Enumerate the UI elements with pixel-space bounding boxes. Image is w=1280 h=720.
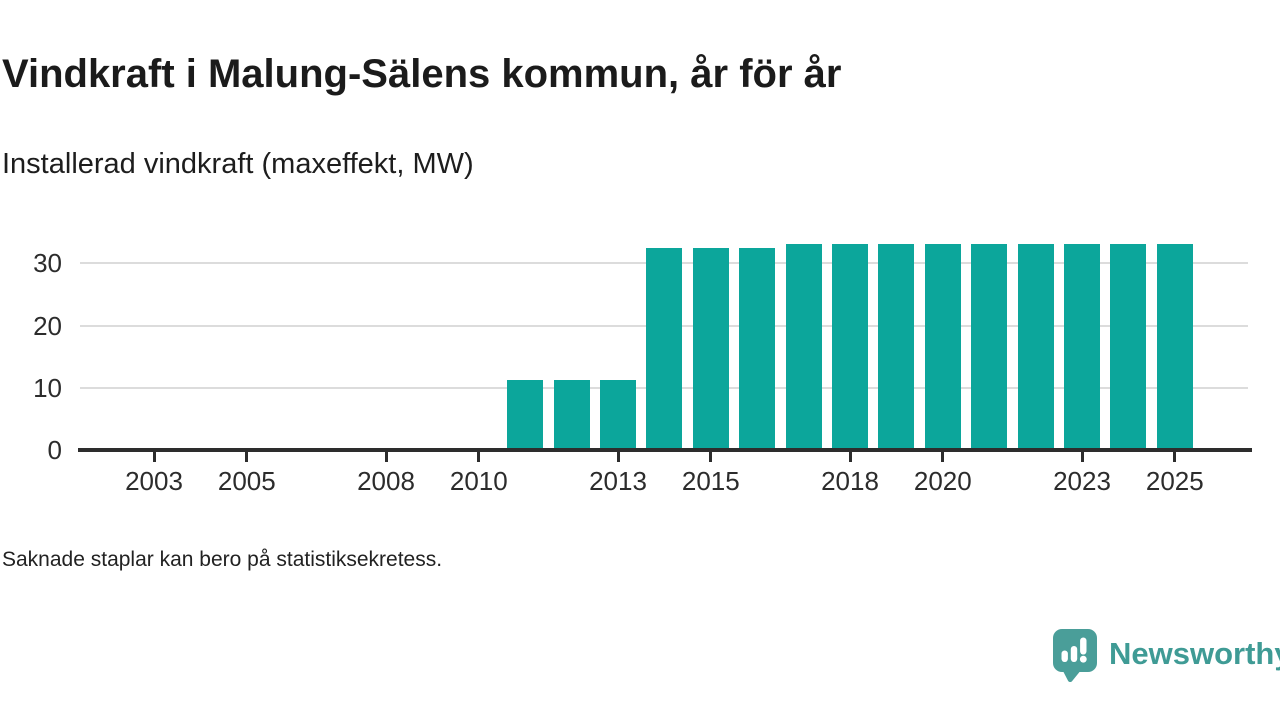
x-axis-tick-2005 bbox=[245, 452, 249, 462]
bar-2015 bbox=[692, 248, 729, 448]
y-axis-label-0: 0 bbox=[47, 435, 62, 465]
x-axis-tick-2025 bbox=[1173, 452, 1177, 462]
bar-2022 bbox=[1017, 244, 1054, 448]
x-axis-tick-2020 bbox=[941, 452, 945, 462]
newsworthy-logo-text: Newsworthy bbox=[1109, 636, 1280, 671]
x-axis-tick-2015 bbox=[709, 452, 713, 462]
x-axis-label-2020: 2020 bbox=[913, 466, 972, 496]
y-axis-label-30: 30 bbox=[33, 248, 62, 279]
bar-2011 bbox=[507, 379, 544, 448]
newsworthy-speech-bubble-bar-chart-icon bbox=[1053, 629, 1097, 687]
x-axis-label-2023: 2023 bbox=[1053, 466, 1111, 496]
x-axis-label-2018: 2018 bbox=[821, 466, 879, 496]
x-axis-tick-2023 bbox=[1080, 452, 1084, 462]
y-axis-label-10: 10 bbox=[33, 372, 62, 403]
x-axis-label-2015: 2015 bbox=[681, 466, 740, 496]
x-axis-label-2013: 2013 bbox=[589, 466, 647, 496]
bar-2012 bbox=[553, 379, 590, 448]
x-axis-tick-2013 bbox=[616, 452, 620, 462]
bar-2013 bbox=[600, 379, 636, 448]
bar-2025 bbox=[1156, 244, 1193, 448]
bar-2024 bbox=[1110, 244, 1147, 448]
x-axis-tick-2010 bbox=[477, 452, 481, 462]
x-axis-tick-2018 bbox=[848, 452, 852, 462]
chart-plot: 0 10 20 30 2003 2005 2008 2010 2013 2015 2018 2020 2… bbox=[33, 240, 1252, 496]
y-axis-label-20: 20 bbox=[33, 310, 62, 341]
x-axis-label-2003: 2003 bbox=[125, 466, 183, 496]
bar-2014 bbox=[646, 248, 683, 448]
chart-footnote: Saknade staplar kan bero på statistiksek… bbox=[2, 548, 443, 571]
bar-2018 bbox=[832, 244, 868, 448]
x-axis-tick-2003 bbox=[152, 452, 156, 462]
x-axis-label-2010: 2010 bbox=[449, 466, 508, 496]
bar-2016 bbox=[739, 248, 776, 448]
x-axis-label-2005: 2005 bbox=[217, 466, 276, 496]
bar-2017 bbox=[785, 244, 822, 448]
x-axis-tick-2008 bbox=[384, 452, 388, 462]
x-axis-baseline bbox=[78, 448, 1252, 452]
bar-2019 bbox=[878, 244, 915, 448]
bar-2021 bbox=[971, 244, 1008, 448]
chart-subtitle: Installerad vindkraft (maxeffekt, MW) bbox=[2, 148, 474, 180]
newsworthy-logo: Newsworthy bbox=[1053, 629, 1280, 687]
x-axis-label-2008: 2008 bbox=[357, 466, 415, 496]
x-axis-label-2025: 2025 bbox=[1145, 466, 1204, 496]
bar-2023 bbox=[1064, 244, 1100, 448]
bar-2020 bbox=[924, 244, 961, 448]
chart-title: Vindkraft i Malung-Sälens kommun, år för… bbox=[2, 52, 842, 96]
